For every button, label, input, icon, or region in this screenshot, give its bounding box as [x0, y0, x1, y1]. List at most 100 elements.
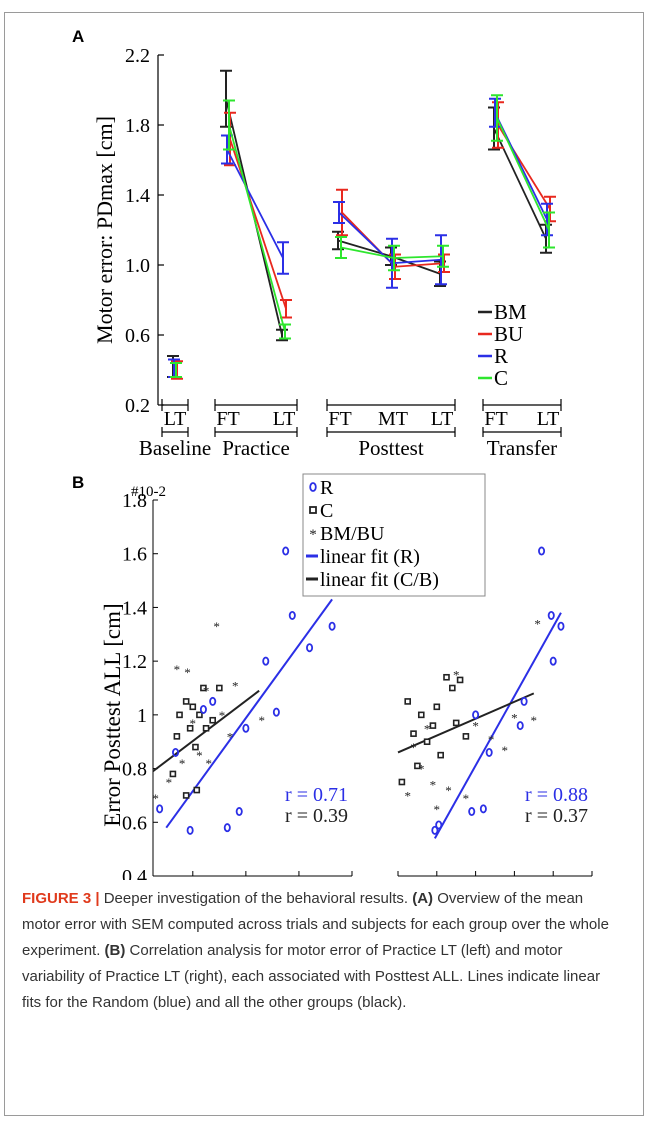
right-point-r	[557, 621, 565, 631]
right-point-bmbu: *	[434, 802, 441, 817]
legend-label-bu: BU	[494, 322, 523, 346]
right-point-bmbu: *	[463, 791, 470, 806]
right-point-r	[520, 696, 528, 706]
right-r-black: r = 0.37	[525, 805, 588, 827]
right-point-c	[414, 762, 421, 770]
left-point-r	[328, 621, 336, 631]
left-r-blue: r = 0.71	[285, 784, 348, 806]
right-point-c	[410, 730, 417, 737]
legend-item-2-label: BM/BU	[320, 523, 385, 545]
left-point-bmbu: *	[219, 708, 226, 723]
group-label: Baseline	[139, 436, 211, 460]
left-point-r	[288, 610, 296, 620]
left-point-c	[182, 698, 190, 705]
right-fit-line-cb	[397, 692, 535, 754]
legend-item-4-label: linear fit (C/B)	[320, 569, 439, 591]
right-point-r	[472, 710, 480, 720]
left-point-c	[216, 684, 223, 692]
caption-text-3: Correlation analysis for motor error of …	[22, 942, 601, 1011]
left-point-c	[196, 711, 203, 719]
x-tick-label: LT	[273, 408, 296, 430]
right-point-bmbu: *	[424, 721, 431, 736]
y-tick-label: 1.8	[125, 115, 150, 137]
right-point-bmbu: *	[453, 668, 460, 683]
y-tick-label: 1.4	[125, 185, 150, 207]
left-point-c	[182, 792, 190, 799]
right-point-bmbu: *	[488, 732, 495, 747]
left-y-tick-label: 0.6	[122, 812, 147, 834]
right-point-c	[437, 751, 444, 759]
right-point-r	[516, 721, 524, 731]
x-tick-label: FT	[484, 408, 507, 430]
left-point-r	[306, 643, 314, 653]
x-tick-label: FT	[216, 408, 239, 430]
legend-item-0-marker	[309, 482, 317, 492]
right-point-bmbu: *	[410, 740, 417, 755]
left-point-bmbu: *	[166, 775, 173, 790]
series-line-c	[228, 124, 286, 332]
right-point-c	[404, 698, 412, 705]
left-point-r	[272, 707, 280, 717]
right-point-r	[547, 610, 555, 620]
x-tick-label: LT	[431, 408, 454, 430]
figure-frame	[4, 12, 644, 1116]
series-line-c	[496, 117, 550, 231]
left-point-bmbu: *	[152, 791, 159, 806]
right-point-c	[398, 778, 406, 786]
left-point-r	[156, 804, 164, 814]
right-fit-line-r	[433, 612, 562, 839]
left-point-bmbu: *	[184, 665, 191, 680]
group-label: Posttest	[358, 436, 424, 460]
left-point-c	[173, 733, 181, 740]
right-point-bmbu: *	[534, 617, 541, 632]
y-tick-label: 1.0	[125, 255, 150, 277]
left-point-bmbu: *	[174, 662, 181, 677]
right-point-r	[479, 804, 487, 814]
right-point-c	[433, 703, 441, 711]
left-point-bmbu: *	[203, 684, 210, 699]
x-tick-label: LT	[164, 408, 187, 430]
left-point-r	[242, 723, 250, 733]
right-point-bmbu: *	[445, 783, 452, 798]
y-tick-label: 0.6	[125, 325, 150, 347]
right-point-c	[417, 711, 425, 719]
left-point-bmbu: *	[259, 713, 266, 728]
left-point-bmbu: *	[179, 756, 186, 771]
legend-box	[302, 473, 486, 597]
left-point-r	[223, 823, 231, 833]
left-point-bmbu: *	[205, 756, 212, 771]
left-y-tick-label: 1.4	[122, 597, 147, 619]
right-point-bmbu: *	[472, 719, 479, 734]
legend-item-0-label: R	[320, 477, 334, 499]
x-tick-label: LT	[537, 408, 560, 430]
left-point-bmbu: *	[196, 748, 203, 763]
left-point-bmbu: *	[232, 678, 239, 693]
right-point-bmbu: *	[430, 778, 437, 793]
left-point-r	[235, 807, 243, 817]
right-point-r	[485, 747, 493, 757]
left-y-tick-label: 1.6	[122, 544, 147, 566]
left-point-r	[186, 825, 194, 835]
left-point-r	[172, 747, 180, 757]
left-y-exponent: #10-2	[131, 484, 166, 500]
figure-caption: FIGURE 3 | Deeper investigation of the b…	[22, 886, 622, 1016]
right-point-r	[538, 546, 546, 556]
caption-b-label: (B)	[104, 942, 126, 959]
left-point-c	[186, 724, 194, 732]
caption-text-2: Overview of the mean motor error with SE…	[22, 890, 609, 959]
legend-label-c: C	[494, 366, 508, 390]
left-point-r	[209, 696, 217, 706]
left-y-tick-label: 1.2	[122, 651, 147, 673]
left-point-c	[169, 770, 177, 778]
right-point-r	[468, 807, 476, 817]
right-point-c	[443, 673, 450, 681]
left-point-bmbu: *	[213, 619, 220, 634]
legend-label-r: R	[494, 344, 508, 368]
right-point-bmbu: *	[511, 711, 518, 726]
panel-b-label: B	[72, 473, 84, 492]
series-line-r	[226, 149, 284, 259]
right-point-bmbu: *	[418, 762, 425, 777]
left-y-tick-label: 0.4	[122, 866, 147, 880]
right-point-r	[549, 656, 557, 666]
